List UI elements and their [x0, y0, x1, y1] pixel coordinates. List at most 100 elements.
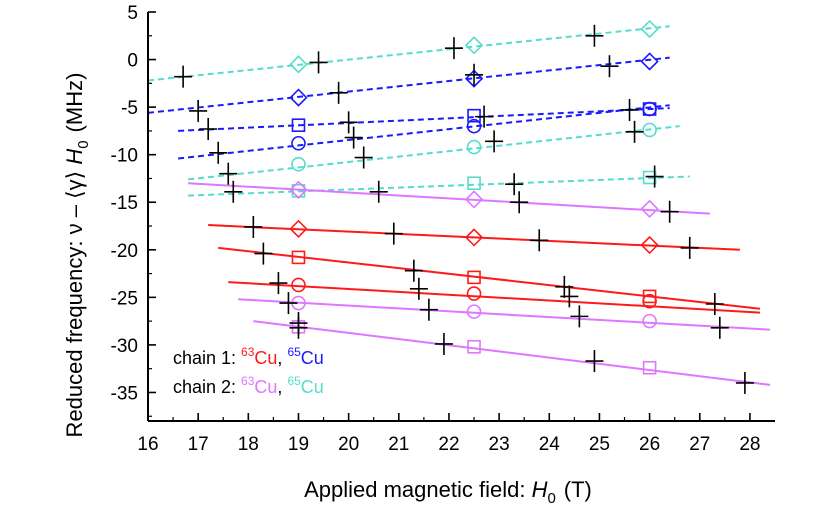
fit-line-chain2-63Cu-diamond — [188, 182, 710, 215]
x-axis-label-unit: (T) — [564, 477, 592, 502]
x-axis-label: Applied magnetic field: H0 (T) — [304, 477, 592, 507]
cross-marker — [585, 350, 604, 373]
legend: chain 1: 63Cu, 65Cu chain 2: 63Cu, 65Cu — [173, 345, 324, 397]
marker-chain2-65Cu-circle — [291, 156, 306, 172]
fit-line-chain1-63Cu-circle — [228, 281, 761, 314]
cross-marker — [645, 165, 664, 188]
marker-chain2-63Cu-square — [642, 360, 657, 375]
cross-marker — [465, 63, 484, 86]
legend-chain1-el2: Cu — [301, 348, 324, 368]
y-tick-label: -25 — [111, 288, 138, 309]
cross-marker — [600, 55, 619, 78]
marker-chain2-63Cu-diamond — [464, 190, 484, 209]
marker-chain1-65Cu-circle — [291, 135, 306, 151]
cross-marker — [369, 180, 388, 203]
cross-marker — [189, 99, 208, 122]
marker-chain1-63Cu-square — [467, 270, 481, 285]
cross-marker — [409, 277, 428, 300]
legend-entry-chain2: chain 2: 63Cu, 65Cu — [173, 374, 324, 397]
y-axis-label: Reduced frequency: ν – ⟨γ⟩ H0 (MHz) — [62, 73, 92, 438]
cross-marker — [710, 316, 729, 339]
marker-chain2-65Cu-square — [467, 176, 481, 191]
cross-marker — [510, 191, 529, 214]
fit-line-chain1-65Cu-circle — [177, 104, 670, 160]
fit-line-chain1-63Cu-square — [218, 246, 761, 310]
cross-marker — [585, 24, 604, 47]
legend-chain2-iso1: 63 — [241, 374, 255, 388]
cross-marker — [344, 126, 363, 149]
marker-chain2-65Cu-diamond — [464, 36, 484, 55]
fit-line-chain2-63Cu-square — [253, 320, 771, 386]
legend-chain1-el1: Cu — [254, 348, 277, 368]
y-tick-label: 0 — [127, 51, 138, 72]
cross-marker — [505, 173, 524, 196]
cross-marker — [434, 332, 453, 355]
marker-chain1-65Cu-square — [291, 118, 306, 132]
cross-marker — [174, 65, 193, 88]
legend-chain2-el2: Cu — [301, 377, 324, 397]
y-axis-label-prefix: Reduced frequency: ν – ⟨γ⟩ — [62, 165, 87, 438]
marker-chain1-63Cu-circle — [642, 293, 657, 309]
x-tick-label: 20 — [338, 434, 359, 455]
cross-marker — [475, 105, 494, 128]
y-tick-label: -30 — [111, 336, 138, 357]
fit-line-chain1-65Cu-square — [178, 107, 670, 132]
cross-marker — [419, 298, 438, 321]
cross-marker — [625, 120, 644, 143]
cross-marker — [530, 229, 549, 252]
x-tick-label: 24 — [539, 434, 561, 455]
cross-marker — [444, 37, 463, 60]
cross-marker — [289, 316, 308, 339]
marker-chain2-63Cu-square — [467, 340, 481, 354]
cross-marker — [680, 236, 699, 259]
marker-chain2-63Cu-circle — [466, 304, 482, 319]
cross-marker — [354, 146, 373, 169]
legend-chain2-prefix: chain 2: — [173, 377, 241, 397]
axes-layer: Reduced frequency: ν – ⟨γ⟩ H0(MHz) Appli… — [62, 3, 775, 507]
y-tick-label: 5 — [127, 3, 138, 24]
marker-chain1-65Cu-diamond — [289, 88, 308, 107]
legend-chain1-iso1: 63 — [241, 345, 255, 359]
series-layer — [147, 19, 771, 394]
x-tick-label: 16 — [137, 434, 158, 455]
cross-marker — [404, 259, 423, 282]
y-tick-label: -20 — [111, 241, 138, 262]
x-tick-label: 21 — [388, 434, 409, 455]
marker-chain1-65Cu-circle — [642, 101, 657, 117]
fit-line-chain2-65Cu-square — [188, 175, 690, 197]
cross-marker — [735, 371, 754, 394]
fit-line-chain1-63Cu-diamond — [208, 224, 740, 251]
cross-marker — [244, 215, 263, 238]
y-tick-label: -35 — [111, 383, 138, 404]
y-axis-label-var: H — [62, 149, 87, 165]
x-axis-label-sub: 0 — [547, 490, 555, 507]
cross-marker — [254, 242, 273, 265]
x-tick-label: 18 — [238, 434, 259, 455]
marker-chain2-65Cu-square — [642, 170, 657, 185]
marker-chain2-65Cu-diamond — [640, 19, 659, 39]
legend-entry-chain1: chain 1: 63Cu, 65Cu — [173, 345, 324, 368]
x-tick-label: 28 — [739, 434, 760, 455]
cross-marker — [339, 111, 358, 134]
y-tick-label: -5 — [121, 98, 138, 119]
marker-chain1-63Cu-circle — [466, 286, 482, 301]
cross-marker — [279, 292, 298, 315]
x-tick-label: 22 — [438, 434, 459, 455]
marker-chain1-63Cu-square — [291, 250, 306, 265]
legend-chain2-sep: , — [277, 377, 287, 397]
cross-marker — [269, 272, 288, 295]
x-tick-label: 27 — [689, 434, 710, 455]
cross-marker — [485, 130, 504, 153]
marker-chain1-63Cu-square — [642, 289, 657, 304]
cross-marker — [219, 162, 238, 185]
fit-line-chain1-65Cu-diamond — [147, 56, 670, 114]
marker-chain1-65Cu-circle — [466, 118, 482, 134]
x-tick-label: 26 — [639, 434, 660, 455]
legend-chain1-iso2: 65 — [287, 345, 301, 359]
marker-chain2-63Cu-circle — [642, 313, 657, 329]
fit-line-chain2-65Cu-circle — [188, 125, 680, 181]
marker-chain2-63Cu-diamond — [640, 199, 659, 219]
marker-chain2-65Cu-circle — [466, 139, 482, 155]
y-tick-label: -10 — [111, 146, 138, 167]
